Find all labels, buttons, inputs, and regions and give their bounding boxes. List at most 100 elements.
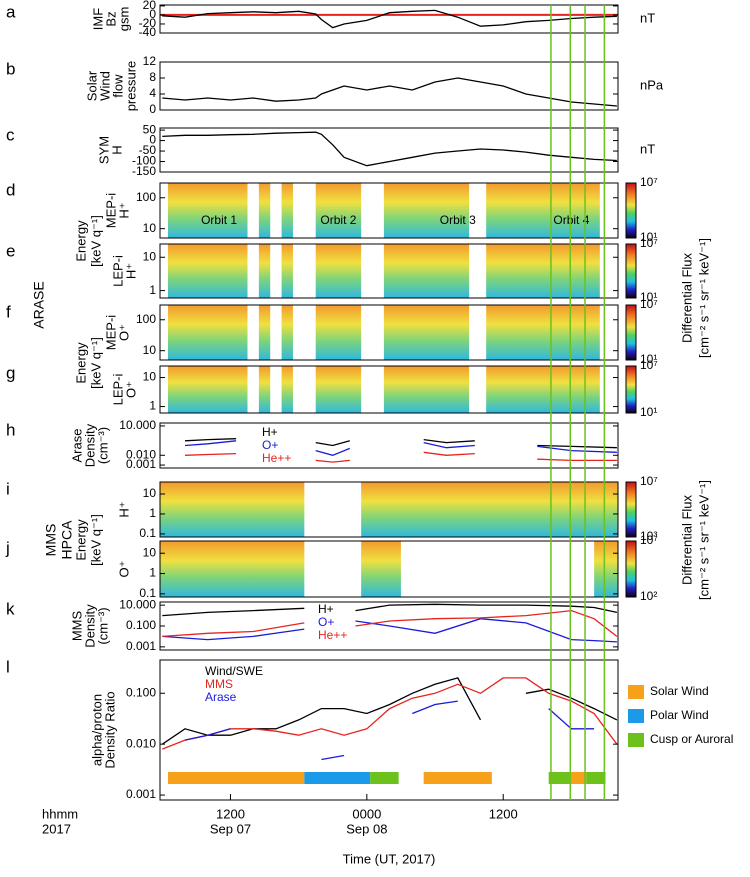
spectrogram-block [258, 183, 271, 238]
legend-label: Arase [205, 690, 237, 704]
y-axis-label: Density [82, 604, 97, 648]
y-tick-label: 0 [149, 7, 156, 21]
orbit-label: Orbit 2 [320, 213, 356, 227]
flux-label: Differential Flux [679, 494, 694, 585]
spectrogram-block [486, 305, 600, 360]
colorbar-label: 10⁷ [640, 358, 658, 372]
y-tick-label: 0.010 [126, 736, 156, 750]
spectrogram-block [167, 305, 248, 360]
y-tick-label: 0.1 [139, 586, 156, 600]
legend-label: Cusp or Auroral [650, 732, 733, 746]
panel-letter: a [6, 2, 16, 21]
y-tick-label: 10 [143, 221, 157, 235]
colorbar-label: 10⁷ [640, 533, 658, 547]
panel-letter: l [6, 657, 10, 676]
y-tick-label: 50 [143, 122, 157, 136]
spectrogram-block [383, 244, 470, 298]
y-tick-label: 0.001 [126, 639, 156, 653]
date-label: Sep 08 [346, 821, 387, 836]
spectrogram-block [281, 244, 293, 298]
colorbar-label: 10⁷ [640, 474, 658, 488]
legend-label: MMS [205, 677, 233, 691]
unit-label: nT [640, 10, 655, 25]
energy-label: Energy [73, 519, 88, 561]
spectrogram-block [258, 244, 271, 298]
colorbar [625, 243, 637, 299]
y-tick-label: 10 [143, 249, 157, 263]
y-tick-label: -40 [139, 25, 157, 39]
y-tick-label: -20 [139, 16, 157, 30]
x-tick-label: 1200 [216, 806, 245, 821]
panel-letter: j [5, 538, 10, 557]
y-axis-label: LEP-i [110, 373, 125, 405]
panel-frame [159, 304, 619, 361]
spectrogram-block [160, 541, 305, 597]
legend-label: Wind/SWE [205, 664, 263, 678]
colorbar-label: 10¹ [640, 230, 657, 244]
y-tick-label: -150 [132, 164, 156, 178]
y-tick-label: 10 [143, 545, 157, 559]
spectrogram-block [258, 305, 271, 360]
y-tick-label: 0.1 [139, 526, 156, 540]
y-tick-label: 20 [143, 0, 157, 12]
legend-label: O+ [318, 615, 334, 629]
legend-label: Polar Wind [650, 708, 709, 722]
y-tick-label: 0.100 [126, 618, 156, 632]
panel-frame [159, 61, 619, 111]
y-tick-label: 0 [149, 133, 156, 147]
data-line [162, 618, 617, 643]
y-tick-label: 8 [149, 70, 156, 84]
panel-letter: d [6, 180, 15, 199]
data-line [161, 677, 618, 745]
y-axis-label: H [109, 145, 124, 154]
panel-frame [159, 4, 619, 34]
legend-label: O+ [262, 438, 278, 452]
legend-label: He++ [318, 628, 347, 642]
data-line [184, 438, 617, 449]
energy-label: Energy [73, 220, 88, 262]
y-axis-label: (cm⁻³) [95, 427, 110, 464]
y-tick-label: 0.100 [126, 685, 156, 699]
spectrogram-block [383, 183, 470, 238]
y-tick-label: 10.000 [119, 597, 156, 611]
y-tick-label: 100 [136, 190, 156, 204]
y-axis-label: O⁺ [116, 561, 131, 578]
region-bar [304, 772, 371, 784]
y-axis-label: MMS [69, 611, 84, 642]
colorbar [625, 540, 637, 598]
y-axis-label: Arase [69, 429, 84, 463]
region-bar [423, 772, 492, 784]
legend-swatch [628, 685, 644, 699]
y-tick-label: 1 [149, 283, 156, 297]
panel-letter: c [6, 125, 15, 144]
data-line [162, 603, 618, 617]
y-tick-label: 1 [149, 566, 156, 580]
y-axis-label: Solar [84, 70, 99, 101]
legend-swatch [628, 709, 644, 723]
spectrogram-block [315, 244, 362, 298]
colorbar [625, 182, 637, 239]
y-axis-label: (cm⁻³) [95, 607, 110, 644]
flux-label: Differential Flux [679, 252, 694, 343]
y-tick-label: 10 [143, 343, 157, 357]
panel-letter: e [6, 241, 15, 260]
panel-letter: b [6, 59, 15, 78]
spectrogram-block [167, 244, 248, 298]
spectrogram-block [315, 183, 362, 238]
y-axis-label: O⁺ [116, 324, 131, 341]
data-line [162, 677, 618, 750]
y-axis-label: SYM [96, 136, 111, 164]
spectrogram-block [258, 366, 271, 413]
y-tick-label: 10 [143, 486, 157, 500]
x-tick-label: 1200 [489, 806, 518, 821]
y-axis-label: Density [82, 423, 97, 467]
legend-label: H+ [318, 602, 334, 616]
spectrogram-block [594, 541, 618, 597]
data-line [162, 9, 617, 29]
y-axis-label: pressure [123, 61, 138, 112]
colorbar [625, 365, 637, 414]
spectrogram-block [281, 305, 293, 360]
spectrogram-block [167, 366, 248, 413]
colorbar-label: 10¹ [640, 405, 657, 419]
